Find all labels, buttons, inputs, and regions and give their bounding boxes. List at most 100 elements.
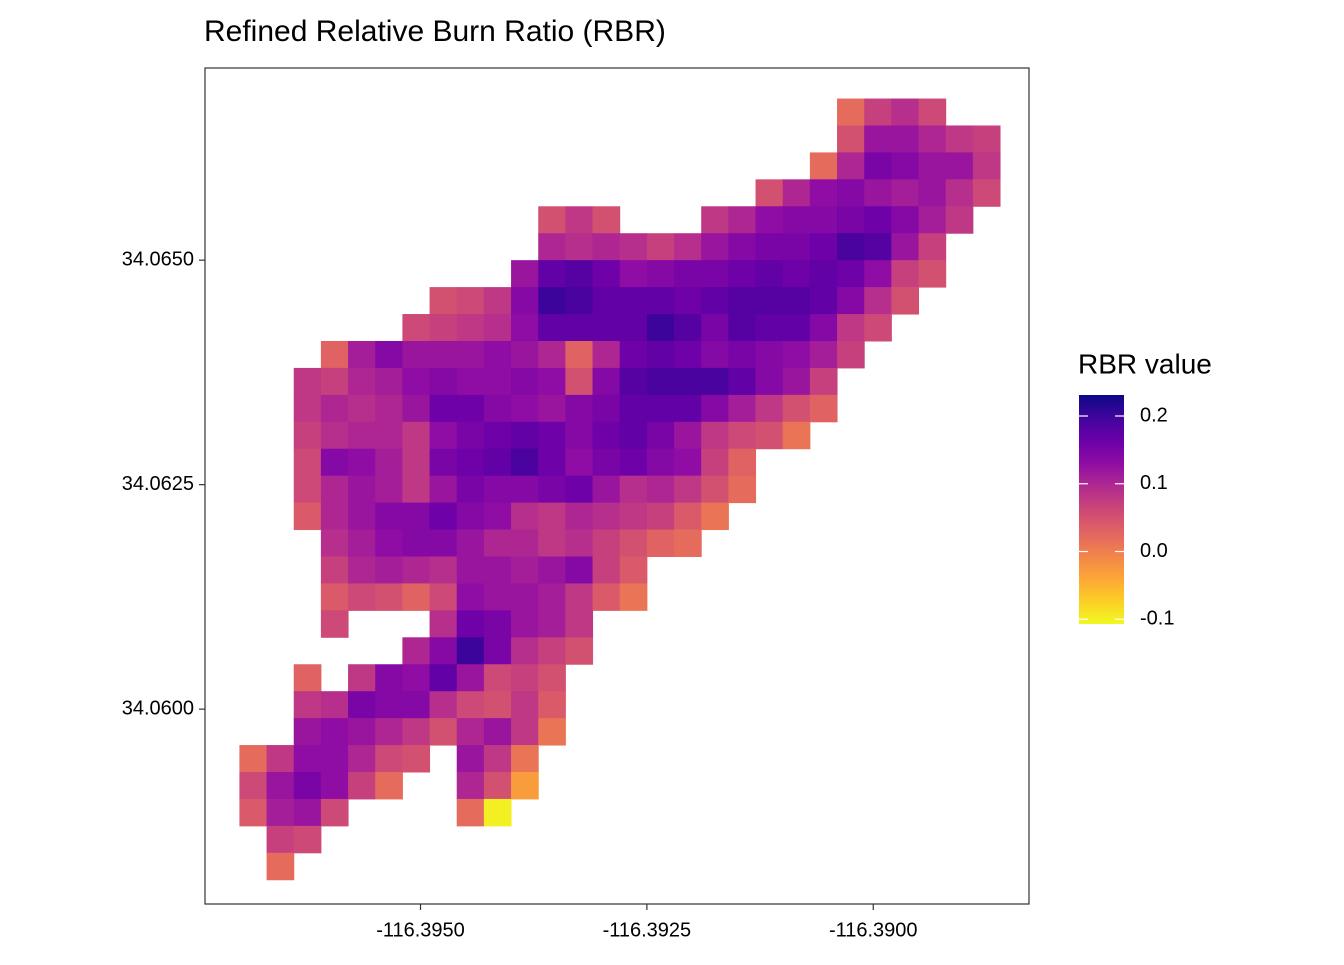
raster-cell: [483, 772, 512, 800]
raster-cell: [402, 421, 431, 450]
raster-cell: [674, 448, 702, 477]
raster-cell: [320, 691, 349, 719]
raster-cell: [511, 394, 539, 423]
raster-cell: [456, 448, 485, 477]
raster-cell: [483, 583, 512, 611]
raster-cell: [320, 529, 349, 557]
raster-cell: [728, 287, 757, 315]
raster-cell: [375, 583, 403, 611]
raster-cell: [755, 314, 784, 342]
raster-cell: [511, 556, 539, 584]
raster-cell: [320, 394, 349, 423]
raster-cell: [239, 745, 268, 773]
raster-cell: [565, 610, 594, 638]
raster-cell: [619, 287, 648, 315]
raster-cell: [619, 421, 648, 450]
raster-cell: [619, 529, 648, 557]
raster-cell: [266, 772, 295, 800]
raster-cell: [891, 98, 920, 126]
raster-cell: [483, 637, 512, 665]
raster-cell: [918, 98, 947, 126]
raster-cell: [483, 798, 512, 827]
raster-cell: [429, 421, 458, 450]
raster-cell: [538, 502, 566, 531]
raster-cell: [837, 179, 865, 207]
colorbar-tick-label: 0.0: [1140, 540, 1168, 562]
raster-cell: [565, 448, 594, 477]
raster-cell: [592, 502, 621, 531]
raster-cell: [619, 260, 648, 288]
raster-cell: [646, 529, 675, 557]
raster-cell: [538, 475, 566, 504]
raster-cell: [809, 233, 838, 261]
raster-cell: [511, 691, 539, 719]
raster-cell: [483, 502, 512, 531]
raster-cell: [782, 340, 811, 369]
raster-cell: [375, 691, 403, 719]
raster-cell: [483, 556, 512, 584]
raster-cell: [511, 610, 539, 638]
raster-cell: [565, 637, 594, 665]
raster-cell: [755, 394, 784, 423]
raster-cell: [538, 421, 566, 450]
legend: -0.1 0.0 0.1 0.2: [1079, 404, 1174, 630]
raster-cell: [456, 475, 485, 504]
raster-cell: [619, 475, 648, 504]
raster-cell: [456, 340, 485, 369]
raster-cell: [429, 502, 458, 531]
raster-cell: [701, 233, 729, 261]
raster-cell: [320, 367, 349, 396]
raster-cell: [972, 152, 1001, 180]
raster-cell: [782, 394, 811, 423]
x-tick-label: -116.3925: [603, 919, 692, 941]
raster-cell: [320, 610, 349, 638]
raster-cell: [402, 583, 431, 611]
raster-cell: [538, 448, 566, 477]
raster-cell: [728, 206, 757, 234]
raster-cell: [837, 206, 865, 234]
raster-cell: [320, 556, 349, 584]
raster-cell: [538, 367, 566, 396]
raster-cell: [456, 421, 485, 450]
raster-cell: [809, 367, 838, 396]
raster-cell: [891, 287, 920, 315]
raster-cell: [402, 502, 431, 531]
raster-cell: [809, 206, 838, 234]
raster-cell: [375, 448, 403, 477]
raster-cell: [565, 260, 594, 288]
raster-cell: [918, 179, 947, 207]
raster-cell: [483, 394, 512, 423]
raster-cell: [592, 340, 621, 369]
raster-cell: [511, 475, 539, 504]
raster-cell: [266, 825, 295, 854]
raster-cell: [293, 745, 322, 773]
raster-cell: [701, 314, 729, 342]
raster-cell: [837, 314, 865, 342]
raster-cell: [483, 421, 512, 450]
raster-cell: [565, 475, 594, 504]
raster-cell: [837, 260, 865, 288]
raster-cell: [891, 125, 920, 153]
raster-cell: [646, 260, 675, 288]
raster-cell: [701, 206, 729, 234]
raster-cell: [646, 233, 675, 261]
raster-cell: [864, 152, 892, 180]
raster-cell: [837, 340, 865, 369]
raster-cell: [483, 340, 512, 369]
raster-cell: [891, 260, 920, 288]
raster-cell: [483, 287, 512, 315]
raster-cell: [674, 260, 702, 288]
raster-cell: [538, 583, 566, 611]
raster-cell: [402, 718, 431, 746]
raster-cell: [456, 314, 485, 342]
raster-cell: [674, 475, 702, 504]
raster-cell: [592, 260, 621, 288]
y-tick-label: 34.0650: [122, 248, 194, 270]
raster-cell: [239, 772, 268, 800]
raster-cell: [456, 772, 485, 800]
raster-cell: [592, 421, 621, 450]
raster-cell: [565, 583, 594, 611]
raster-cell: [701, 287, 729, 315]
raster-cell: [565, 556, 594, 584]
